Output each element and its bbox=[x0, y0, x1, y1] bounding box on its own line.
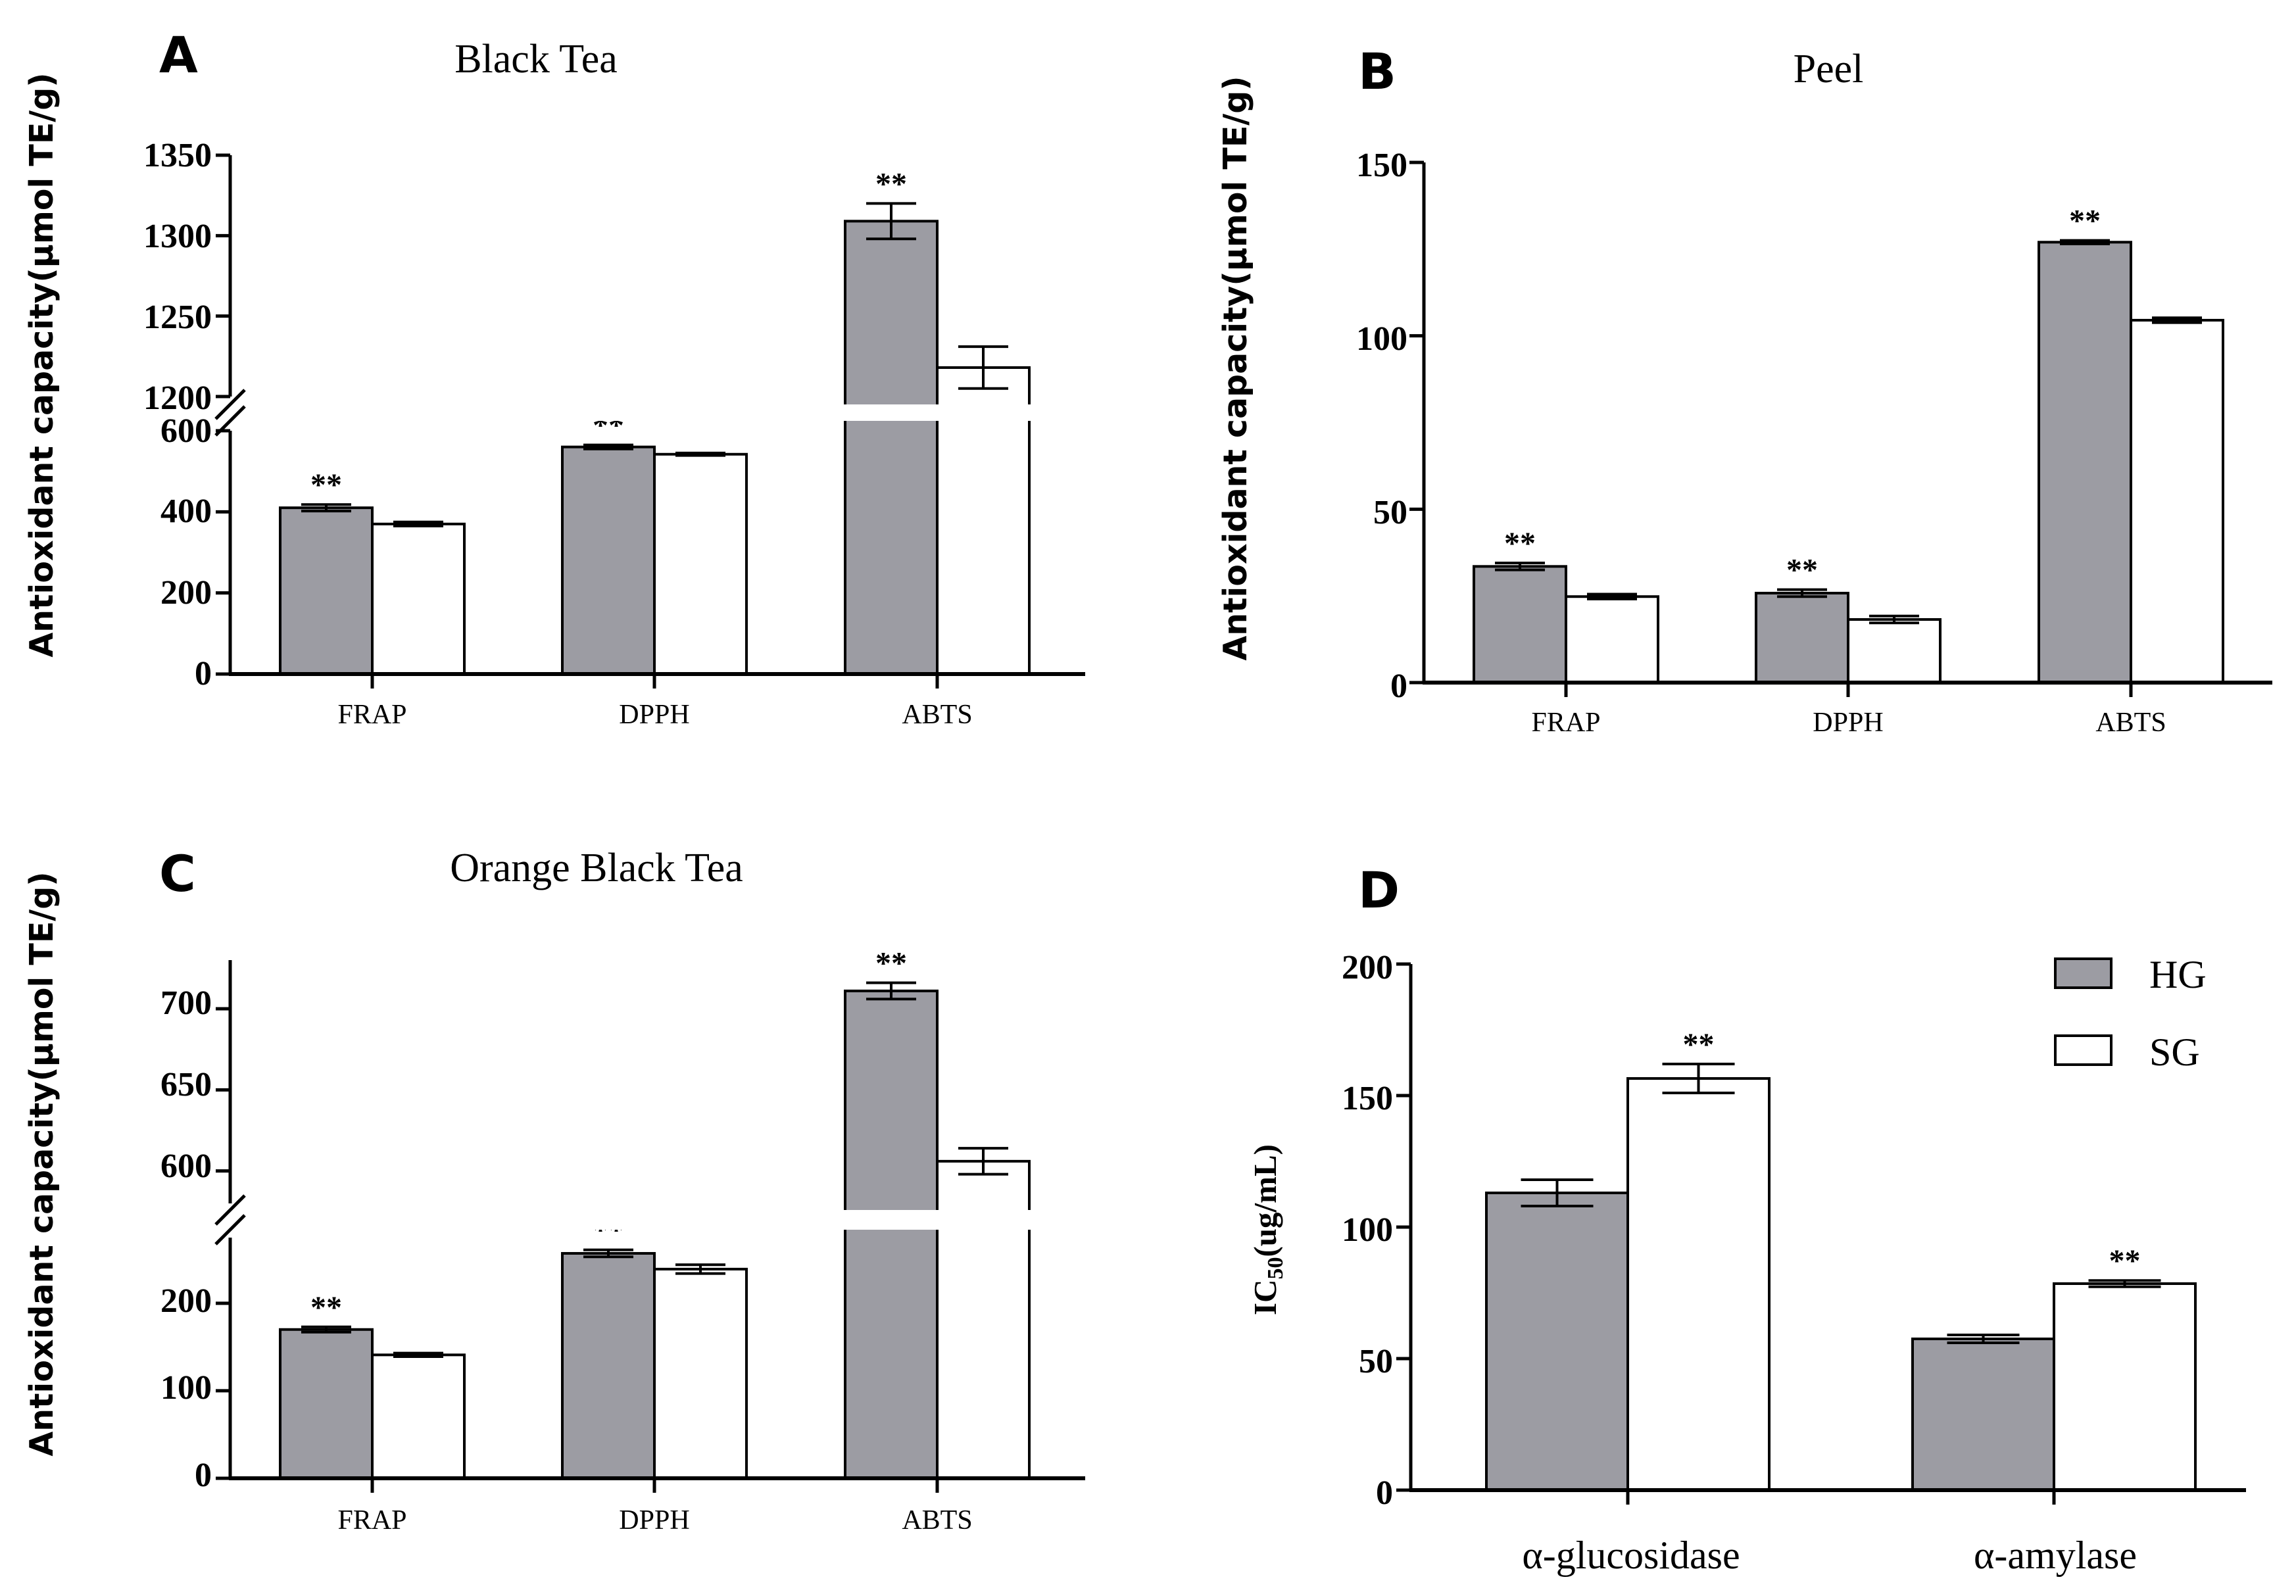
bar-sg-2 bbox=[936, 1159, 1031, 1480]
bar-hg-1 bbox=[1755, 591, 1849, 684]
panel-d-ytick: 100 bbox=[1342, 1211, 1393, 1249]
panel-d: D IC50(ug/mL) ** ** α-glucosidase α-amyla… bbox=[1247, 861, 2246, 1577]
significance-mark-1: ** bbox=[2109, 1244, 2141, 1278]
panel-a-ytick: 600 bbox=[160, 412, 212, 450]
bar-hg-0 bbox=[279, 506, 374, 676]
significance-mark-0: ** bbox=[1683, 1027, 1715, 1062]
panel-a-ytick: 1250 bbox=[143, 299, 212, 336]
axis-break-mark bbox=[214, 389, 246, 420]
panel-c-xtick-dpph: DPPH bbox=[619, 1505, 689, 1536]
legend-sg-swatch bbox=[2054, 1034, 2113, 1066]
panel-c: C Orange Black Tea Antioxidant capacity(… bbox=[23, 844, 1098, 1536]
panel-a: A Black Tea Antioxidant capacity(μmol TE… bbox=[23, 26, 1098, 730]
significance-mark-2: ** bbox=[875, 946, 907, 981]
bar-sg-1 bbox=[1847, 618, 1942, 684]
panel-b-ytick: 100 bbox=[1356, 320, 1407, 358]
panel-b-letter: B bbox=[1358, 42, 1396, 101]
panel-b-plot: ** ** ** bbox=[1409, 160, 2272, 697]
panel-c-ytick: 0 bbox=[195, 1457, 212, 1494]
axis-break-gap bbox=[217, 404, 1098, 421]
bar-hg-0 bbox=[279, 1328, 374, 1480]
panel-a-xtick-abts: ABTS bbox=[902, 700, 972, 730]
panel-d-ytick: 50 bbox=[1359, 1343, 1393, 1380]
legend-hg-swatch bbox=[2054, 957, 2113, 989]
axis-break-mark bbox=[214, 1214, 246, 1245]
panel-c-letter: C bbox=[159, 844, 196, 903]
bar-hg-1 bbox=[561, 1251, 656, 1480]
significance-mark-0: ** bbox=[1504, 526, 1536, 561]
panel-b-ytick: 50 bbox=[1373, 494, 1407, 531]
bar-hg-2 bbox=[2038, 241, 2132, 684]
significance-mark-1: ** bbox=[1786, 553, 1818, 588]
panel-d-ylabel: IC50(ug/mL) bbox=[1247, 1144, 1288, 1315]
axis-break-gap bbox=[217, 1210, 1098, 1230]
panel-a-ytick: 200 bbox=[160, 574, 212, 612]
bar-hg-0 bbox=[1473, 565, 1567, 684]
panel-d-ytick: 0 bbox=[1376, 1474, 1393, 1512]
panel-a-xtick-frap: FRAP bbox=[337, 700, 406, 730]
axis-break-mark bbox=[214, 1194, 246, 1226]
significance-mark-2: ** bbox=[2069, 204, 2101, 239]
panel-b-ytick: 0 bbox=[1390, 667, 1407, 705]
panel-b-xtick-frap: FRAP bbox=[1531, 708, 1600, 738]
panel-c-ytick: 650 bbox=[160, 1066, 212, 1103]
panel-c-title: Orange Black Tea bbox=[450, 846, 743, 890]
panel-b-ylabel: Antioxidant capacity(μmol TE/g) bbox=[1217, 76, 1254, 660]
bar-sg-1 bbox=[653, 452, 748, 675]
panel-b: B Peel Antioxidant capacity(μmol TE/g) *… bbox=[1217, 42, 2272, 738]
panel-a-ytick: 400 bbox=[160, 493, 212, 530]
bar-sg-0 bbox=[371, 1353, 466, 1480]
bar-sg-0 bbox=[1626, 1077, 1771, 1491]
panel-a-ylabel: Antioxidant capacity(μmol TE/g) bbox=[23, 72, 61, 657]
bar-hg-1 bbox=[1911, 1338, 2055, 1491]
panel-d-ytick: 200 bbox=[1342, 949, 1393, 986]
bar-hg-2 bbox=[844, 220, 939, 675]
panel-a-ytick: 0 bbox=[195, 655, 212, 692]
panel-c-ylabel: Antioxidant capacity(μmol TE/g) bbox=[23, 871, 61, 1456]
legend-hg-label: HG bbox=[2149, 953, 2207, 996]
panel-a-letter: A bbox=[159, 26, 198, 84]
bar-sg-2 bbox=[2130, 318, 2224, 685]
panel-b-xtick-abts: ABTS bbox=[2095, 708, 2166, 738]
panel-a-title: Black Tea bbox=[454, 37, 618, 82]
significance-mark-2: ** bbox=[875, 166, 907, 201]
panel-c-ytick: 600 bbox=[160, 1148, 212, 1185]
significance-mark-0: ** bbox=[310, 1290, 342, 1325]
bar-sg-0 bbox=[371, 522, 466, 675]
panel-c-xtick-abts: ABTS bbox=[902, 1505, 972, 1536]
panel-a-xtick-dpph: DPPH bbox=[619, 700, 689, 730]
bar-hg-0 bbox=[1485, 1192, 1629, 1491]
panel-b-xtick-dpph: DPPH bbox=[1813, 708, 1883, 738]
panel-c-xtick-frap: FRAP bbox=[337, 1505, 406, 1536]
legend-sg-label: SG bbox=[2149, 1030, 2200, 1074]
panel-c-ytick: 100 bbox=[160, 1369, 212, 1407]
panel-c-plot: ****** bbox=[214, 946, 1098, 1493]
panel-d-xtick-glucosidase: α-glucosidase bbox=[1522, 1534, 1740, 1577]
panel-b-title: Peel bbox=[1794, 47, 1864, 91]
panel-d-plot: ** ** bbox=[1396, 962, 2246, 1505]
panel-a-ytick: 1350 bbox=[143, 137, 212, 174]
bar-sg-1 bbox=[653, 1267, 748, 1480]
bar-sg-0 bbox=[1565, 595, 1659, 684]
panel-c-ytick: 700 bbox=[160, 984, 212, 1022]
panel-a-ytick: 1300 bbox=[143, 218, 212, 255]
panel-d-xtick-amylase: α-amylase bbox=[1974, 1534, 2137, 1577]
panel-a-ytick: 1200 bbox=[143, 379, 212, 417]
bar-hg-1 bbox=[561, 445, 656, 676]
panel-a-plot: ****** bbox=[214, 153, 1098, 689]
panel-d-letter: D bbox=[1358, 861, 1400, 919]
panel-b-ytick: 150 bbox=[1356, 147, 1407, 184]
significance-mark-0: ** bbox=[310, 468, 342, 502]
panel-c-ytick: 200 bbox=[160, 1282, 212, 1320]
bar-sg-1 bbox=[2053, 1282, 2197, 1491]
panel-d-ytick: 150 bbox=[1342, 1080, 1393, 1117]
bar-hg-2 bbox=[844, 989, 939, 1480]
